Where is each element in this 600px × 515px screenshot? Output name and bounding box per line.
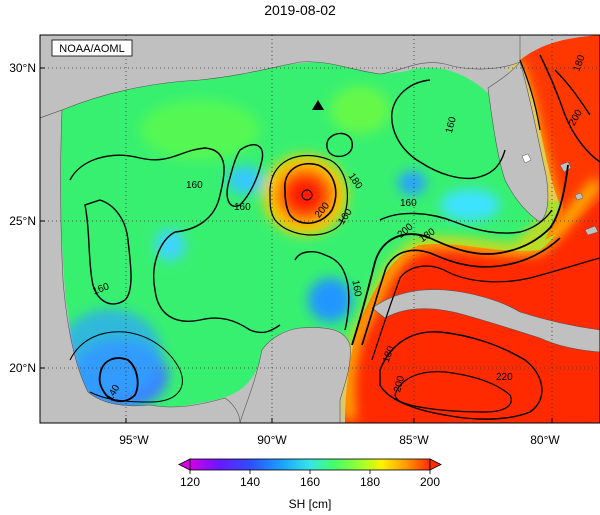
- colorbar-max-arrow: [429, 458, 442, 471]
- contour-label: 160: [186, 180, 203, 191]
- lon-label: 90°W: [257, 433, 287, 447]
- credit-label: NOAA/AOML: [59, 43, 124, 55]
- contour-label: 160: [234, 202, 251, 213]
- lake-okeechobee: [521, 153, 532, 164]
- west-coast-land: [40, 109, 241, 423]
- axis-ticks: [40, 67, 553, 423]
- contour-label: 160: [349, 279, 363, 298]
- colorbar: 120 140 160 180 200 SH [cm]: [178, 458, 442, 511]
- triangle-marker: [312, 100, 324, 110]
- lat-label: 25°N: [9, 214, 36, 228]
- map-border: [39, 34, 600, 424]
- florida-current-warm-water: [520, 35, 600, 240]
- anomaly-patches: [58, 86, 500, 410]
- contour-label: 200: [392, 374, 407, 393]
- lat-label: 20°N: [9, 361, 36, 375]
- lon-label: 95°W: [119, 433, 149, 447]
- contour-label: 220: [496, 372, 513, 383]
- contour-label: 160: [400, 198, 417, 209]
- colorbar-label: SH [cm]: [289, 497, 332, 511]
- colorbar-tick: 160: [300, 475, 320, 489]
- graticule: [40, 35, 600, 423]
- colorbar-gradient: [189, 458, 431, 471]
- lon-label: 85°W: [399, 433, 429, 447]
- warm-front-yellow: [343, 178, 600, 421]
- lon-label: 80°W: [530, 433, 560, 447]
- contour-label: 160: [444, 115, 459, 134]
- lat-label: 30°N: [9, 61, 36, 75]
- colorbar-tick: 120: [180, 475, 200, 489]
- colorbar-min-arrow: [178, 458, 191, 471]
- cuba-land: [371, 289, 600, 353]
- bahamas-land: [559, 161, 599, 236]
- colorbar-tick: 140: [240, 475, 260, 489]
- colorbar-tick: 200: [420, 475, 440, 489]
- contour-lines: [69, 54, 600, 420]
- yucatan-land: [239, 327, 351, 423]
- north-coast-land: [40, 35, 521, 119]
- map-title: 2019-08-02: [264, 2, 336, 18]
- credit-box: [51, 39, 133, 57]
- colorbar-tick: 180: [360, 475, 380, 489]
- map-area: 180 200 160 160 160 160 200 180 160 160 …: [40, 35, 600, 423]
